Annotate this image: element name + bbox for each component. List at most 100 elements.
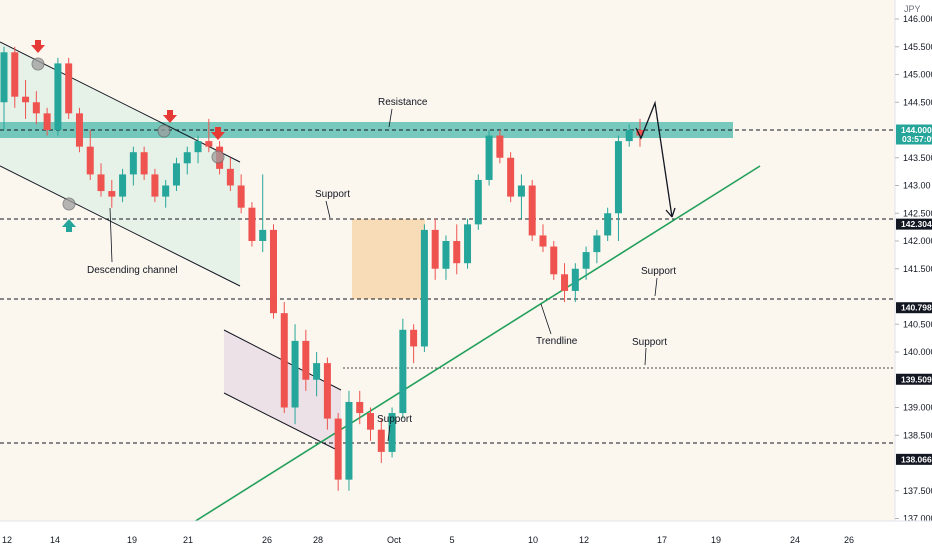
candle-body xyxy=(550,246,558,275)
candle-body xyxy=(65,63,73,114)
candle-body xyxy=(0,52,8,103)
x-tick-label: 26 xyxy=(262,535,272,545)
candle-body xyxy=(410,329,418,347)
price-label: 139.509 xyxy=(901,374,932,384)
candle-body xyxy=(248,207,256,241)
candle-body xyxy=(43,113,51,130)
x-tick-label: 28 xyxy=(313,535,323,545)
candle-body xyxy=(151,174,159,197)
support-label: Support xyxy=(641,266,676,277)
candle-body xyxy=(528,185,536,236)
support-label: Support xyxy=(315,189,350,200)
candle-body xyxy=(108,191,116,197)
price-label-box xyxy=(896,218,932,230)
price-axis[interactable] xyxy=(895,0,932,550)
touch-marker xyxy=(211,150,225,164)
candle-body xyxy=(453,241,461,264)
candle-body xyxy=(269,229,277,314)
trendline-label: Trendline xyxy=(536,336,578,347)
support-pointer xyxy=(325,200,331,219)
y-tick-label: 143.00 xyxy=(903,181,931,191)
descending-channel-lower-line[interactable] xyxy=(0,165,241,287)
candle-body xyxy=(291,340,299,408)
candle-body xyxy=(226,168,234,186)
candle-body xyxy=(539,235,547,247)
time-axis[interactable] xyxy=(0,521,932,550)
projection-path xyxy=(635,100,673,218)
candle-body xyxy=(464,224,472,264)
candle-body xyxy=(75,113,83,147)
candle-body xyxy=(582,252,590,269)
projection-arrowhead-icon xyxy=(665,207,676,218)
candle-body xyxy=(485,135,493,180)
x-tick-label: 14 xyxy=(50,535,60,545)
candle-body xyxy=(162,185,170,197)
candle-body xyxy=(129,152,137,175)
y-tick-label: 140.500 xyxy=(903,319,932,329)
candle-body xyxy=(22,96,30,103)
plot-area[interactable] xyxy=(0,0,895,550)
candle-body xyxy=(205,141,213,147)
descending-channel-pointer xyxy=(109,207,113,263)
candle-body xyxy=(54,63,62,130)
price-label: 142.304 xyxy=(901,219,932,229)
x-tick-label: 10 xyxy=(528,535,538,545)
y-tick-label: 143.500 xyxy=(903,153,932,163)
descending-channel-label: Descending channel xyxy=(87,265,178,276)
x-tick-label: 17 xyxy=(657,535,667,545)
x-tick-label: 19 xyxy=(127,535,137,545)
candle-body xyxy=(97,174,105,192)
candle-body xyxy=(313,363,321,380)
candle-body xyxy=(377,429,385,452)
candle-body xyxy=(280,313,288,408)
price-label-box xyxy=(896,373,932,385)
candle-body xyxy=(140,152,148,175)
up-arrow-icon xyxy=(62,219,76,232)
candle-body xyxy=(119,174,127,197)
consolidation-box xyxy=(352,219,425,299)
candle-body xyxy=(625,130,633,142)
resistance-pointer xyxy=(388,108,393,128)
x-tick-label: 19 xyxy=(711,535,721,545)
candle-body xyxy=(431,229,439,269)
trendline[interactable] xyxy=(177,165,761,533)
countdown-label: 03:57:09 xyxy=(902,134,932,144)
resistance-label: Resistance xyxy=(378,97,428,108)
x-tick-label: 26 xyxy=(844,535,854,545)
candle-body xyxy=(259,229,267,241)
y-tick-label: 139.000 xyxy=(903,403,932,413)
candle-body xyxy=(356,401,364,414)
support-label: Support xyxy=(377,414,412,425)
down-arrow-icon xyxy=(163,110,177,123)
candle-body xyxy=(367,413,375,430)
support-label: Support xyxy=(632,337,667,348)
candle-body xyxy=(194,141,202,153)
y-tick-label: 140.000 xyxy=(903,347,932,357)
x-tick-label: 21 xyxy=(183,535,193,545)
x-tick-label: 12 xyxy=(2,535,12,545)
candles xyxy=(0,46,644,491)
price-label: 138.066 xyxy=(901,454,932,464)
candle-body xyxy=(32,102,40,114)
candle-body xyxy=(517,185,525,197)
support-pointer xyxy=(387,424,391,442)
candle-body xyxy=(86,146,94,175)
touch-marker xyxy=(31,57,45,71)
trendline-pointer xyxy=(540,303,552,335)
price-label-box xyxy=(896,453,932,465)
candle-body xyxy=(636,130,644,136)
candle-body xyxy=(345,401,353,480)
y-tick-label: 145.500 xyxy=(903,42,932,52)
candle-body xyxy=(183,152,191,164)
x-ticks: 12 14 19 21 26 28 Oct 5 10 12 17 19 24 26 xyxy=(2,535,854,545)
candle-body xyxy=(442,241,450,269)
price-label-box xyxy=(896,124,932,145)
candle-body xyxy=(593,235,601,253)
candle-body xyxy=(604,213,612,236)
price-label-box xyxy=(896,302,932,314)
y-tick-label: 144.500 xyxy=(903,97,932,107)
y-tick-label: 137.000 xyxy=(903,514,932,524)
support-pointer xyxy=(654,277,658,297)
candle-body xyxy=(507,157,515,197)
